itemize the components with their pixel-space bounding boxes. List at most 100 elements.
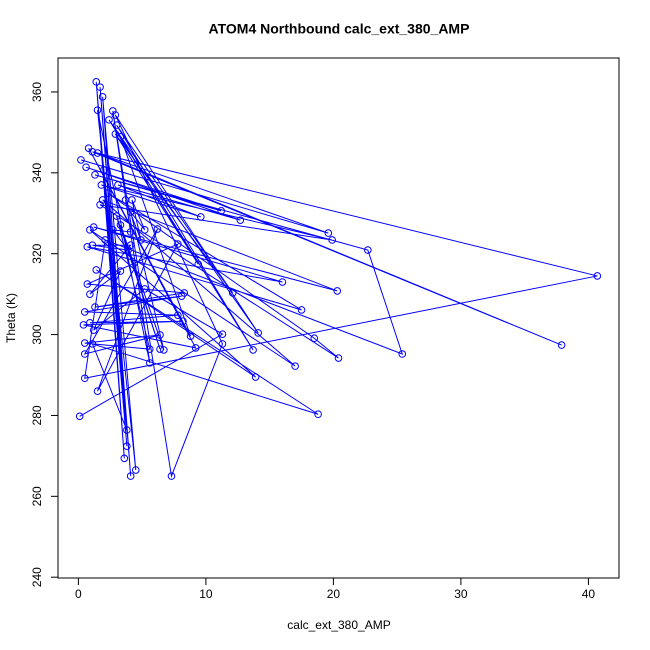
data-point — [123, 442, 131, 450]
data-point — [197, 213, 205, 221]
data-point — [179, 317, 187, 326]
data-point — [80, 308, 89, 316]
data-point — [101, 236, 109, 244]
data-point — [89, 326, 98, 334]
y-tick-label: 360 — [30, 82, 44, 102]
data-point — [218, 340, 227, 348]
data-point — [146, 345, 154, 353]
data-point — [218, 330, 227, 338]
data-point — [116, 221, 125, 229]
data-point — [80, 350, 89, 358]
data-point — [324, 229, 333, 237]
y-tick-label: 260 — [30, 486, 44, 506]
data-point — [153, 225, 162, 233]
data-point — [93, 387, 102, 395]
data-point — [160, 346, 168, 354]
data-point — [137, 236, 145, 244]
data-point — [109, 107, 117, 115]
data-point — [314, 410, 322, 419]
y-tick-label: 340 — [30, 163, 44, 183]
data-point — [156, 331, 164, 339]
data-point — [297, 306, 306, 314]
data-point — [91, 303, 99, 311]
x-tick-label: 40 — [582, 587, 596, 601]
data-point — [86, 319, 94, 327]
chart-title: ATOM4 Northbound calc_ext_380_AMP — [209, 21, 470, 37]
x-tick-label: 10 — [199, 587, 213, 601]
data-point — [191, 344, 200, 352]
data-point — [80, 339, 89, 347]
data-point — [98, 196, 107, 204]
data-point — [186, 332, 195, 340]
data-point — [194, 260, 203, 269]
data-point — [98, 93, 107, 101]
data-point — [93, 106, 102, 114]
data-point — [88, 241, 97, 250]
data-point — [109, 226, 117, 234]
data-point — [557, 341, 566, 349]
data-point — [83, 243, 92, 251]
data-point — [116, 267, 125, 275]
data-point — [111, 111, 120, 119]
data-point — [123, 426, 131, 434]
data-point — [77, 156, 85, 164]
data-point — [146, 359, 154, 367]
data-point — [593, 272, 602, 280]
data-point — [291, 362, 299, 370]
data-point — [333, 287, 342, 295]
data-point — [126, 241, 135, 250]
data-point — [398, 350, 407, 358]
data-point — [112, 212, 121, 220]
data-point — [254, 329, 262, 337]
data-point — [126, 472, 135, 480]
data-point — [82, 163, 90, 171]
data-point — [96, 83, 104, 91]
data-point — [174, 240, 182, 248]
y-tick-label: 320 — [30, 243, 44, 263]
data-point — [112, 121, 121, 129]
data-point — [228, 289, 237, 297]
data-point — [93, 149, 102, 157]
data-point — [103, 189, 112, 197]
data-point — [174, 311, 182, 319]
data-point — [217, 207, 225, 215]
data-point — [180, 289, 189, 297]
data-point — [328, 236, 336, 244]
data-point — [100, 166, 108, 174]
data-point — [120, 454, 129, 463]
data-point — [334, 354, 343, 362]
data-point — [364, 246, 372, 254]
data-point — [114, 181, 122, 189]
series-line — [79, 81, 598, 479]
x-tick-label: 0 — [75, 587, 82, 601]
data-point — [88, 340, 97, 348]
data-point — [310, 334, 319, 343]
x-axis-label: calc_ext_380_AMP — [287, 618, 390, 632]
data-point — [97, 181, 106, 189]
data-point — [84, 144, 93, 152]
y-tick-label: 280 — [30, 405, 44, 425]
data-point — [86, 290, 94, 298]
plot-frame — [57, 57, 620, 579]
y-tick-label: 300 — [30, 324, 44, 344]
data-point — [92, 266, 101, 274]
y-tick-label: 240 — [30, 567, 44, 587]
x-tick-label: 30 — [454, 587, 468, 601]
data-point — [140, 226, 149, 234]
data-point — [278, 278, 287, 286]
y-axis-label: Theta (K) — [4, 293, 18, 343]
data-point — [126, 228, 135, 236]
data-point — [105, 116, 113, 124]
data-point — [236, 216, 245, 224]
data-point — [83, 280, 92, 288]
data-point — [92, 78, 101, 86]
data-point — [126, 208, 135, 216]
data-point — [249, 346, 257, 354]
data-point — [80, 374, 89, 383]
data-point — [140, 285, 149, 293]
data-point — [86, 226, 94, 234]
data-point — [116, 133, 125, 141]
data-point — [131, 466, 140, 474]
data-point — [121, 196, 130, 204]
